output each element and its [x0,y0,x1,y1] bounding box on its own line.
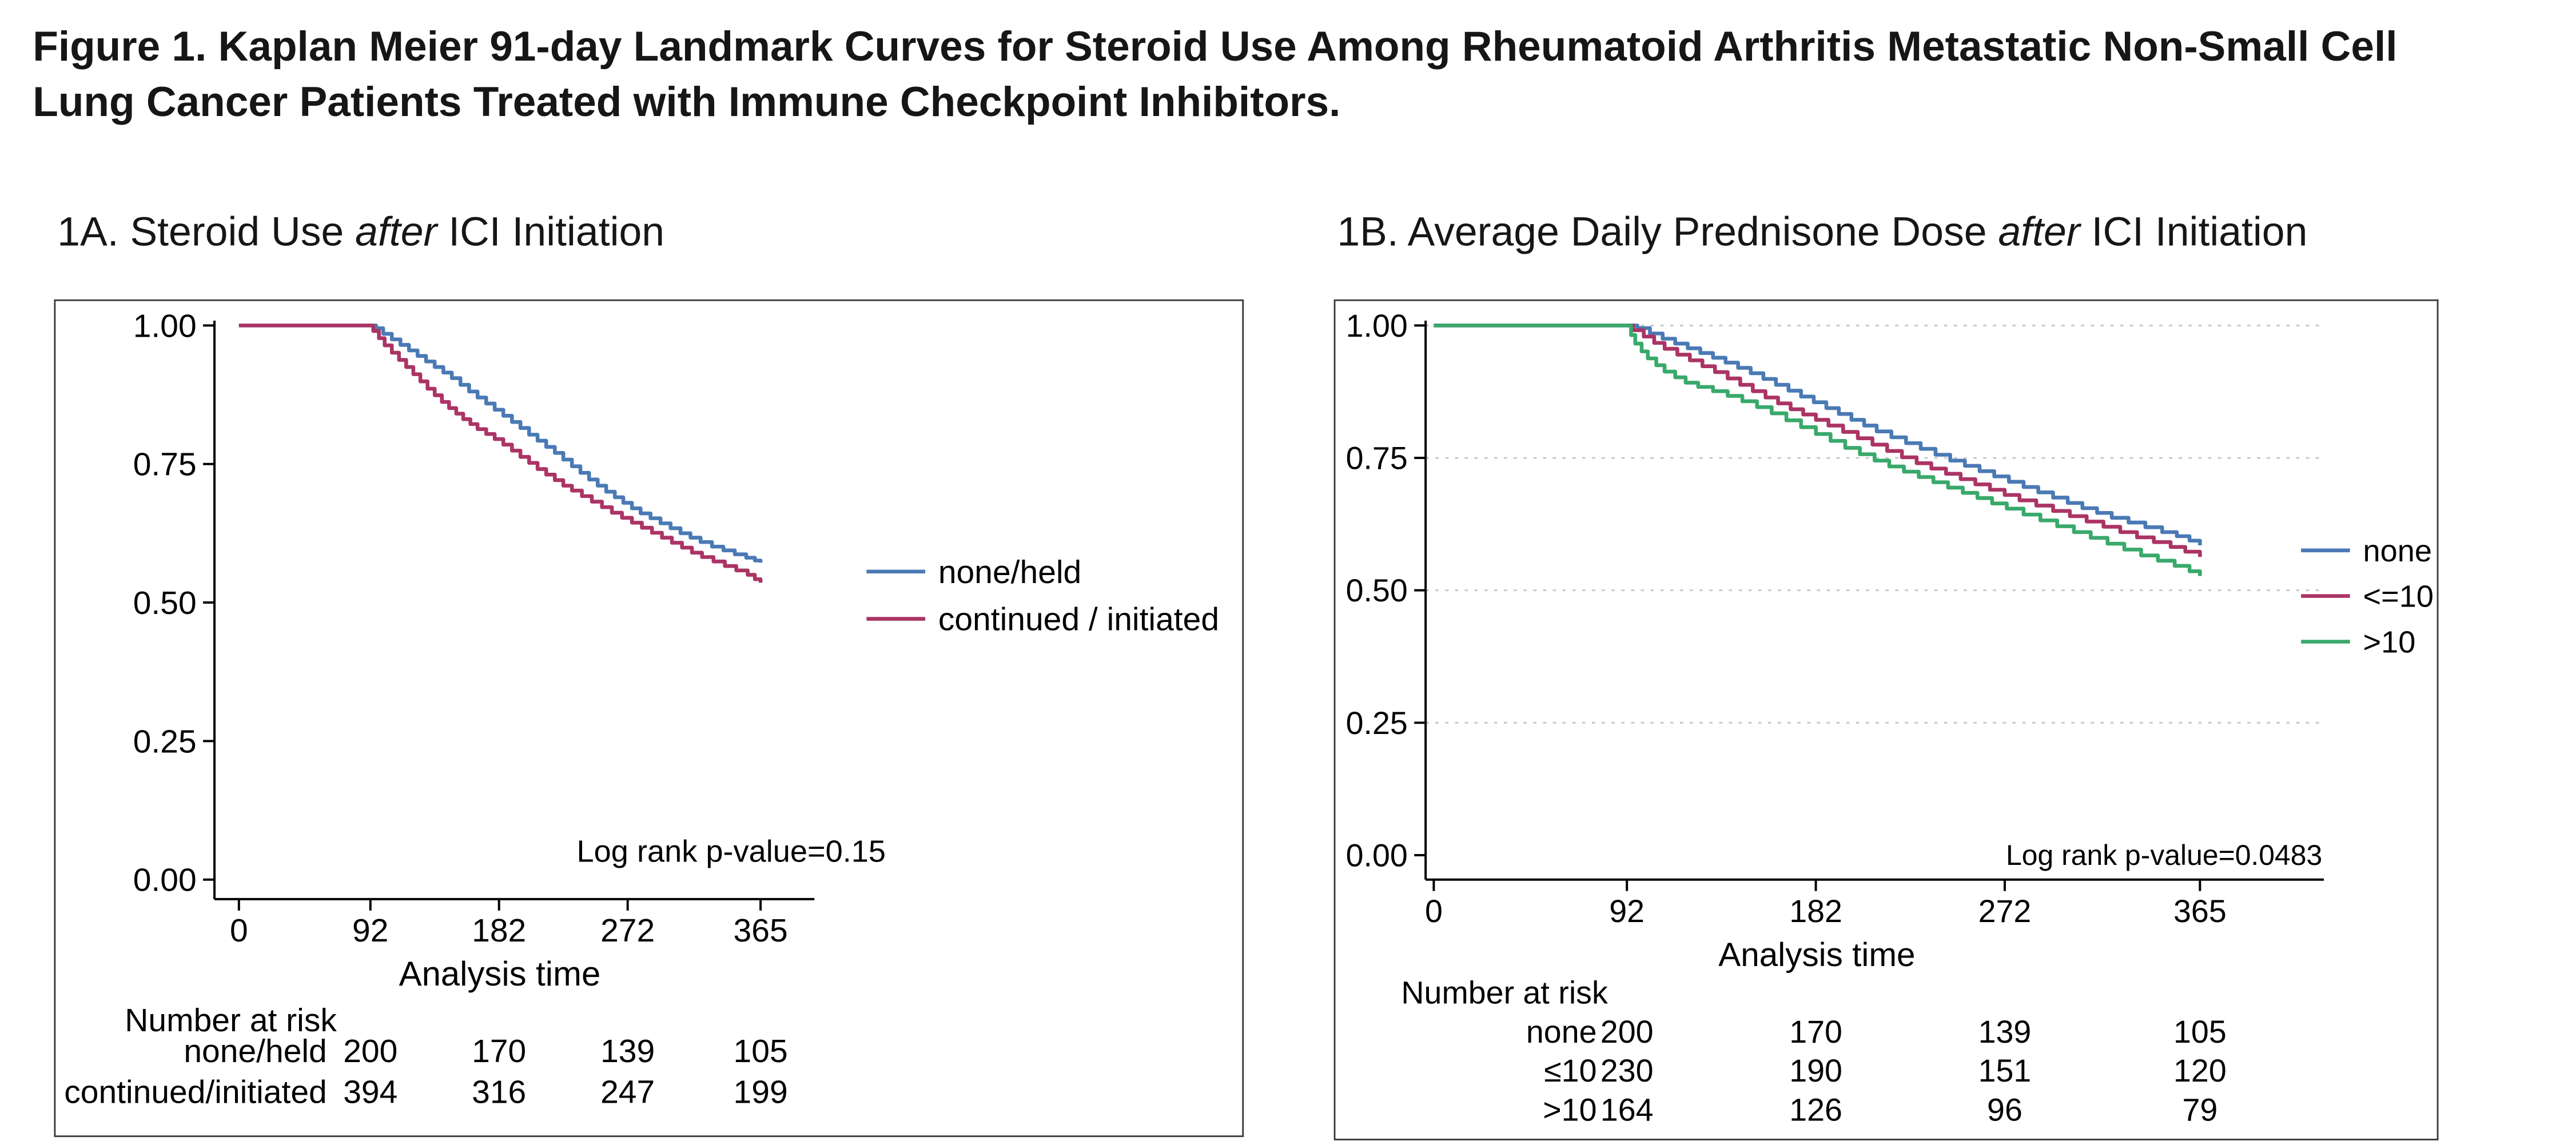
risk-count: 164 [1600,1092,1654,1128]
y-tick-label: 0.25 [1346,705,1408,741]
legend-label-le-10: <=10 [2363,580,2434,614]
km-curve-none [1434,324,2202,545]
x-tick-label: 182 [472,912,526,949]
km-curve-gt10 [1434,324,2202,576]
risk-table-header: Number at risk [125,1002,337,1039]
x-tick-label: 92 [352,912,388,949]
y-tick-label: 1.00 [1346,308,1408,344]
x-axis-label: Analysis time [1718,936,1915,974]
x-tick-label: 272 [1978,893,2032,929]
panel-b-heading-post: ICI Initiation [2080,209,2308,256]
risk-count: 120 [2173,1053,2227,1088]
x-tick-label: 182 [1789,893,1842,929]
panel-b-heading: 1B. Average Daily Prednisone Dose after … [1337,209,2307,257]
risk-row-label-none: none [1526,1014,1597,1050]
y-tick-label: 0.50 [133,585,197,621]
y-tick-label: 0.25 [133,723,197,760]
x-tick-label: 0 [230,912,248,949]
risk-table-header: Number at risk [1401,975,1608,1010]
x-tick-label: 92 [1609,893,1645,929]
km-curve-none-held [238,324,763,563]
km-curve-le-10 [1434,324,2202,557]
y-tick-label: 0.75 [133,446,197,483]
figure-title-line1: Figure 1. Kaplan Meier 91-day Landmark C… [33,24,2398,71]
panel-a-heading-pre: 1A. Steroid Use [57,209,356,256]
km-curve-continued-initiated [238,324,763,583]
risk-count: 170 [472,1033,526,1070]
y-tick-label: 0.50 [1346,573,1408,608]
risk-count: 105 [734,1033,788,1070]
risk-count: 247 [600,1074,655,1110]
risk-count: 96 [1987,1092,2022,1128]
x-tick-label: 365 [2173,893,2227,929]
risk-count: 394 [343,1074,397,1110]
risk-count: 230 [1600,1053,1654,1088]
legend-label-none-held: none/held [938,554,1081,591]
y-tick-label: 0.00 [1346,837,1408,873]
panel-a-heading: 1A. Steroid Use after ICI Initiation [57,209,664,257]
risk-count: 200 [1600,1014,1654,1050]
risk-count: 139 [600,1033,655,1070]
risk-row-label-continued-initiated: continued/initiated [64,1074,327,1110]
risk-count: 79 [2182,1092,2217,1128]
y-tick-label: 0.00 [133,862,197,899]
y-tick-label: 1.00 [133,308,197,344]
panel-b-heading-italic: after [1998,209,2080,256]
risk-count: 199 [734,1074,788,1110]
risk-count: 126 [1789,1092,1842,1128]
risk-count: 151 [1978,1053,2032,1088]
risk-count: 139 [1978,1014,2032,1050]
panel-a-heading-italic: after [355,209,437,256]
risk-count: 105 [2173,1014,2227,1050]
pvalue-annotation: Log rank p-value=0.15 [577,834,886,868]
legend-label-none: none [2363,534,2431,568]
risk-count: 170 [1789,1014,1842,1050]
pvalue-annotation: Log rank p-value=0.0483 [2006,839,2322,871]
x-tick-label: 365 [734,912,788,949]
risk-count: 190 [1789,1053,1842,1088]
panel-b-plot: 0.00 0.25 0.50 0.75 1.00 0 92 182 272 365 Analysis… [1346,308,2434,1128]
x-axis-label: Analysis time [399,955,601,993]
panel-b-heading-pre: 1B. Average Daily Prednisone Dose [1337,209,1998,256]
legend-label-continued-initiated: continued / initiated [938,601,1219,638]
panel-a-chart: 0.00 0.25 0.50 0.75 1.00 0 92 182 272 365 Analysis… [54,299,1244,1138]
risk-row-label-none-held: none/held [184,1033,327,1070]
legend-label-gt10: >10 [2363,625,2415,659]
risk-row-label-gt10: >10 [1543,1092,1596,1128]
figure-title: Figure 1. Kaplan Meier 91-day Landmark C… [33,19,2397,131]
risk-count: 316 [472,1074,526,1110]
panel-a-heading-post: ICI Initiation [437,209,665,256]
risk-count: 200 [343,1033,397,1070]
figure-title-line2: Lung Cancer Patients Treated with Immune… [33,80,1341,126]
y-tick-label: 0.75 [1346,440,1408,476]
panel-b-chart: 0.00 0.25 0.50 0.75 1.00 0 92 182 272 365 Analysis… [1333,299,2439,1140]
panel-a-plot: 0.00 0.25 0.50 0.75 1.00 0 92 182 272 365 Analysis… [64,308,1219,1110]
risk-row-label-10: ≤10 [1544,1053,1596,1088]
x-tick-label: 272 [600,912,655,949]
x-tick-label: 0 [1425,893,1443,929]
